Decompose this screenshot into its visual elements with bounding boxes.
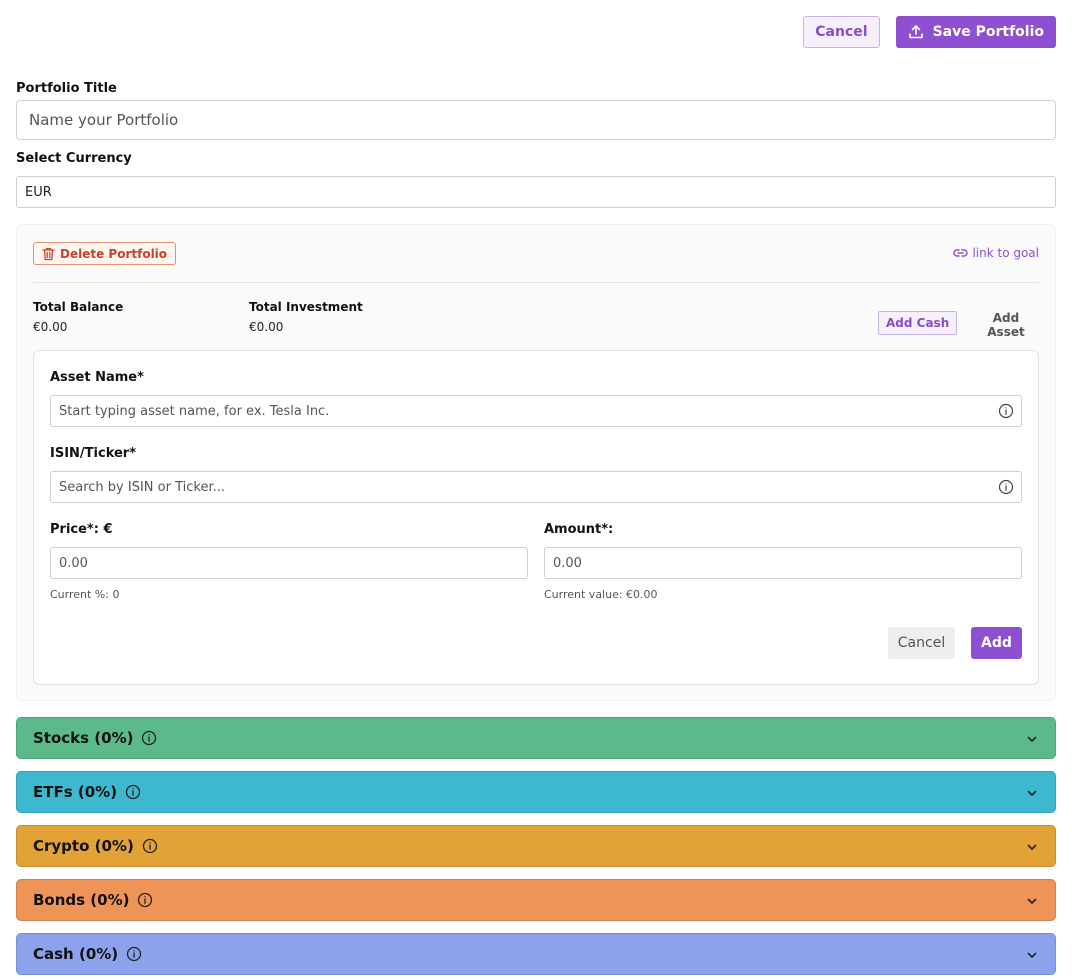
portfolio-title-input[interactable] [16, 100, 1056, 140]
save-portfolio-button[interactable]: Save Portfolio [895, 16, 1056, 48]
category-etfs[interactable]: ETFs (0%) [16, 771, 1056, 813]
info-icon[interactable] [998, 479, 1014, 495]
chevron-down-icon[interactable] [1025, 948, 1039, 962]
total-balance-label: Total Balance [33, 300, 124, 314]
total-investment-label: Total Investment [249, 300, 363, 314]
amount-label: Amount*: [544, 522, 614, 537]
currency-select[interactable]: EUR [16, 176, 1056, 208]
add-asset-form: Asset Name* ISIN/Ticker* Price*: € Curre… [33, 350, 1039, 685]
category-label: Bonds (0%) [33, 891, 130, 909]
info-icon[interactable] [126, 946, 142, 962]
trash-icon [42, 247, 55, 260]
info-icon[interactable] [142, 838, 158, 854]
amount-hint: Current value: €0.00 [544, 588, 658, 601]
select-currency-label: Select Currency [16, 151, 132, 166]
save-portfolio-label: Save Portfolio [932, 24, 1044, 40]
isin-ticker-label: ISIN/Ticker* [50, 446, 137, 461]
link-to-goal-label: link to goal [972, 246, 1039, 260]
upload-icon [908, 25, 923, 39]
panel-divider [33, 282, 1039, 283]
price-input[interactable] [51, 548, 527, 578]
link-icon [953, 249, 969, 257]
amount-field [544, 547, 1022, 579]
asset-add-button[interactable]: Add [971, 627, 1022, 659]
price-hint: Current %: 0 [50, 588, 120, 601]
info-icon[interactable] [137, 892, 153, 908]
total-balance-value: €0.00 [33, 320, 68, 334]
category-bonds[interactable]: Bonds (0%) [16, 879, 1056, 921]
top-actions: Cancel Save Portfolio [803, 16, 1056, 48]
category-cash[interactable]: Cash (0%) [16, 933, 1056, 975]
chevron-down-icon[interactable] [1025, 732, 1039, 746]
chevron-down-icon[interactable] [1025, 894, 1039, 908]
amount-input[interactable] [545, 548, 1021, 578]
chevron-down-icon[interactable] [1025, 840, 1039, 854]
delete-portfolio-button[interactable]: Delete Portfolio [33, 242, 177, 265]
asset-cancel-button[interactable]: Cancel [888, 627, 955, 659]
price-field [50, 547, 528, 579]
asset-name-input[interactable] [51, 396, 998, 426]
total-investment-value: €0.00 [249, 320, 284, 334]
price-label: Price*: € [50, 522, 113, 537]
link-to-goal[interactable]: link to goal [953, 246, 1039, 260]
delete-portfolio-label: Delete Portfolio [60, 246, 168, 261]
cancel-button[interactable]: Cancel [803, 16, 880, 48]
category-label: Crypto (0%) [33, 837, 134, 855]
category-crypto[interactable]: Crypto (0%) [16, 825, 1056, 867]
info-icon[interactable] [998, 403, 1014, 419]
portfolio-title-label: Portfolio Title [16, 81, 117, 96]
isin-ticker-input[interactable] [51, 472, 998, 502]
asset-name-field [50, 395, 1022, 427]
asset-name-label: Asset Name* [50, 370, 144, 385]
category-label: Cash (0%) [33, 945, 119, 963]
chevron-down-icon[interactable] [1025, 786, 1039, 800]
add-asset-button[interactable]: Add Asset [972, 311, 1040, 339]
info-icon[interactable] [141, 730, 157, 746]
info-icon[interactable] [125, 784, 141, 800]
add-cash-button[interactable]: Add Cash [878, 311, 958, 335]
category-stocks[interactable]: Stocks (0%) [16, 717, 1056, 759]
portfolio-panel: Delete Portfolio link to goal Total Bala… [16, 224, 1056, 701]
category-label: Stocks (0%) [33, 729, 134, 747]
category-label: ETFs (0%) [33, 783, 118, 801]
isin-ticker-field [50, 471, 1022, 503]
